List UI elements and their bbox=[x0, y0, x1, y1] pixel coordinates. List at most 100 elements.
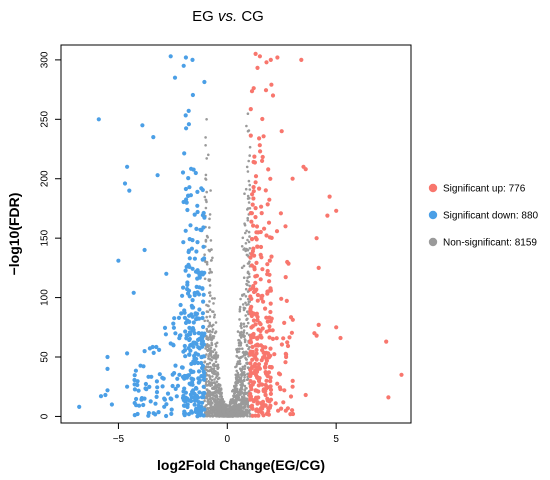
up-point bbox=[253, 215, 258, 220]
ns-point bbox=[207, 153, 210, 157]
down-point bbox=[185, 318, 190, 323]
down-point bbox=[171, 325, 176, 330]
up-point bbox=[251, 318, 256, 323]
down-point bbox=[160, 384, 165, 389]
ns-point bbox=[239, 333, 242, 336]
up-point bbox=[258, 322, 263, 327]
ns-point bbox=[209, 411, 212, 415]
ns-point bbox=[210, 259, 213, 262]
ns-point bbox=[240, 326, 243, 330]
x-axis: −5 0 5 bbox=[113, 423, 339, 445]
ns-point bbox=[205, 315, 208, 319]
chart-title: EG vs. CG bbox=[192, 8, 264, 25]
ns-point bbox=[214, 351, 218, 354]
ns-point bbox=[208, 300, 211, 303]
up-point bbox=[252, 253, 257, 258]
up-point bbox=[267, 197, 272, 202]
ns-point bbox=[203, 399, 206, 403]
down-point bbox=[196, 369, 202, 374]
down-point bbox=[173, 363, 178, 368]
data-points bbox=[77, 51, 404, 419]
ns-point bbox=[246, 321, 250, 325]
x-tick-label: 0 bbox=[225, 434, 231, 445]
ns-point bbox=[243, 223, 247, 227]
down-point bbox=[202, 215, 207, 220]
up-point bbox=[249, 237, 255, 242]
ns-point bbox=[226, 410, 229, 413]
ns-point bbox=[233, 399, 236, 403]
ns-point bbox=[204, 380, 208, 384]
down-point bbox=[154, 390, 160, 395]
up-point bbox=[264, 378, 269, 383]
up-point bbox=[253, 274, 258, 279]
ns-point bbox=[213, 315, 216, 319]
ns-point bbox=[246, 112, 250, 115]
ns-point bbox=[238, 389, 242, 392]
down-point bbox=[192, 361, 197, 366]
ns-point bbox=[235, 354, 238, 358]
up-point bbox=[267, 364, 272, 370]
up-point bbox=[251, 311, 256, 316]
ns-point bbox=[204, 177, 207, 180]
up-point bbox=[316, 322, 321, 327]
up-point bbox=[278, 387, 283, 392]
up-point bbox=[253, 361, 258, 367]
ns-point bbox=[221, 405, 225, 409]
ns-point bbox=[245, 408, 248, 412]
ns-point bbox=[204, 173, 208, 177]
ns-point bbox=[242, 264, 246, 268]
ns-point bbox=[245, 413, 249, 417]
down-point bbox=[186, 273, 191, 278]
down-point bbox=[140, 123, 145, 128]
ns-point bbox=[210, 338, 213, 342]
ns-point bbox=[212, 362, 216, 366]
ns-point bbox=[210, 358, 213, 362]
ns-point bbox=[212, 407, 216, 411]
down-point bbox=[185, 402, 190, 407]
down-point bbox=[147, 346, 152, 351]
ns-point bbox=[236, 330, 240, 333]
up-point bbox=[257, 186, 262, 191]
down-point bbox=[169, 411, 174, 416]
up-point bbox=[267, 324, 272, 329]
ns-point bbox=[247, 272, 251, 276]
ns-point bbox=[246, 216, 249, 220]
down-point bbox=[132, 377, 137, 383]
ns-point bbox=[221, 414, 224, 418]
down-point bbox=[180, 170, 186, 175]
ns-point bbox=[245, 397, 248, 401]
ns-point bbox=[244, 231, 247, 235]
down-point bbox=[187, 330, 192, 335]
down-point bbox=[183, 186, 188, 192]
up-point bbox=[261, 299, 266, 304]
up-point bbox=[257, 376, 262, 381]
up-point bbox=[290, 317, 295, 322]
up-point bbox=[248, 133, 253, 138]
ns-point bbox=[239, 342, 243, 345]
up-point bbox=[283, 360, 288, 365]
ns-point bbox=[225, 405, 229, 409]
up-point bbox=[268, 379, 273, 384]
down-point bbox=[192, 402, 197, 407]
x-tick-label: −5 bbox=[113, 434, 125, 445]
down-point bbox=[181, 240, 186, 245]
ns-point bbox=[248, 145, 252, 149]
ns-point bbox=[231, 415, 235, 418]
ns-point bbox=[206, 396, 209, 400]
legend: Significant up: 776 Significant down: 880… bbox=[428, 184, 539, 249]
up-point bbox=[290, 378, 295, 383]
down-point bbox=[153, 412, 158, 417]
up-point bbox=[263, 345, 268, 350]
ns-point bbox=[243, 338, 247, 341]
ns-point bbox=[212, 354, 216, 357]
down-point bbox=[182, 151, 187, 156]
down-point bbox=[184, 336, 189, 341]
ns-point bbox=[232, 394, 236, 397]
ns-point bbox=[210, 343, 214, 347]
up-point bbox=[249, 304, 254, 309]
ns-point bbox=[213, 391, 217, 395]
up-point bbox=[248, 211, 253, 216]
chart-title-part: vs. bbox=[218, 8, 237, 25]
down-point bbox=[183, 411, 188, 416]
down-point bbox=[177, 372, 182, 377]
